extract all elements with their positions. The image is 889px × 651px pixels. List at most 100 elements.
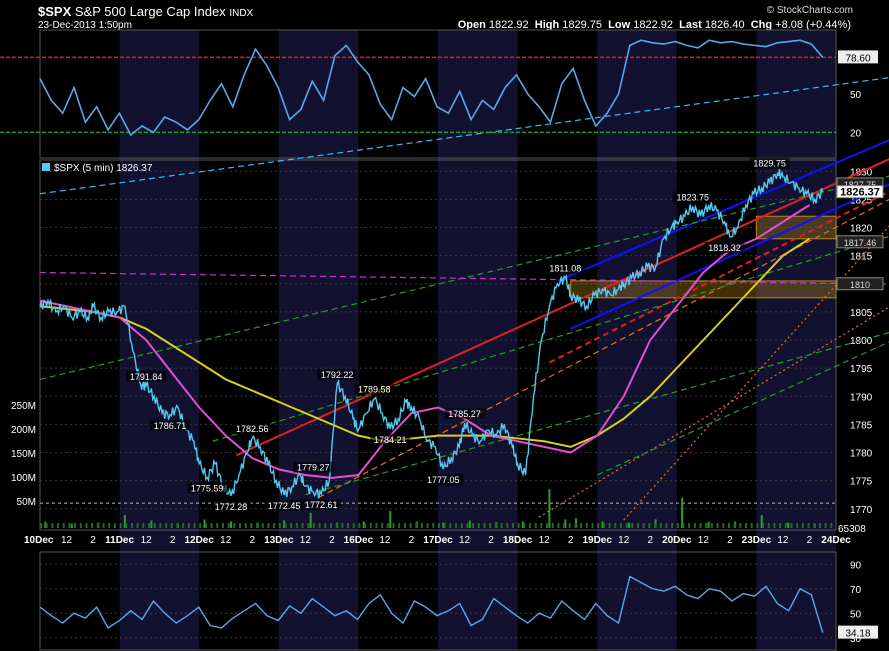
- volume-bar: [472, 523, 475, 528]
- right-price-label: 1827.75: [844, 180, 877, 190]
- volume-bar: [57, 523, 60, 528]
- x-tick-label: 12: [777, 535, 789, 546]
- volume-bar: [506, 523, 509, 528]
- volume-bar: [142, 523, 145, 528]
- ma-fast-line: [39, 204, 811, 479]
- x-tick-label: 12: [698, 535, 710, 546]
- x-tick-label: 12: [61, 535, 73, 546]
- volume-bar: [681, 497, 684, 528]
- volume-bar: [625, 523, 628, 528]
- volume-bar: [403, 523, 406, 528]
- volume-bar: [648, 523, 651, 528]
- volume-bar: [210, 523, 213, 528]
- price-point-label: 1785.27: [448, 409, 481, 419]
- datetime: 23-Dec-2013 1:50pm: [38, 20, 132, 31]
- volume-bar: [102, 523, 105, 528]
- volume-bar: [62, 523, 65, 528]
- volume-bar: [203, 519, 206, 528]
- x-tick-label: 10Dec: [24, 535, 54, 546]
- volume-tick-label: 50M: [17, 497, 36, 508]
- volume-bar: [756, 523, 759, 528]
- index-name: S&P 500 Large Cap Index: [74, 4, 226, 19]
- volume-last-label: 65308: [838, 524, 866, 535]
- volume-bar: [369, 523, 372, 528]
- x-tick-label: 12: [141, 535, 153, 546]
- price-point-label: 1784.21: [374, 435, 407, 445]
- volume-bar: [420, 523, 423, 528]
- volume-bar: [278, 523, 281, 528]
- price-tick-label: 1815: [850, 252, 873, 263]
- price-label-box: [126, 370, 167, 382]
- volume-bar: [113, 523, 116, 528]
- volume-bar: [682, 523, 685, 528]
- volume-bar: [442, 522, 445, 528]
- x-tick-label: 2: [329, 535, 335, 546]
- volume-bar: [455, 523, 458, 528]
- volume-bar: [159, 523, 162, 528]
- x-tick-label: 11Dec: [105, 535, 134, 546]
- volume-bar: [150, 520, 153, 528]
- volume-bar: [477, 523, 480, 528]
- volume-bar: [727, 523, 730, 528]
- price-label-box: [704, 241, 745, 253]
- x-tick-label: 24Dec: [821, 535, 851, 546]
- volume-bar: [335, 523, 338, 528]
- volume-bar: [193, 523, 196, 528]
- price-label-box: [545, 262, 586, 274]
- volume-bar: [796, 523, 799, 528]
- x-tick-label: 12: [300, 535, 312, 546]
- volume-bar: [568, 523, 571, 528]
- price-point-label: 1818.32: [708, 243, 741, 253]
- volume-bar: [136, 523, 139, 528]
- lower-indicator-line: [39, 575, 824, 633]
- volume-bar: [784, 523, 787, 528]
- volume-bar: [239, 523, 241, 528]
- legend-swatch: [42, 163, 50, 171]
- volume-bar: [637, 523, 639, 528]
- price-tick-label: 1825: [850, 195, 873, 206]
- open-value: 1822.92: [488, 19, 529, 31]
- x-tick-label: 2: [647, 535, 653, 546]
- x-tick-label: 20Dec: [662, 535, 692, 546]
- volume-bar: [290, 523, 293, 528]
- volume-bar: [295, 523, 298, 528]
- x-tick-label: 19Dec: [582, 535, 612, 546]
- price-label-box: [293, 461, 334, 473]
- lower-tick-label: 50: [850, 609, 862, 620]
- volume-bar: [665, 523, 668, 528]
- x-tick-label: 12: [220, 535, 232, 546]
- price-label-box: [317, 368, 358, 380]
- right-price-box: [836, 235, 884, 249]
- volume-bar: [813, 523, 816, 528]
- right-price-box: [836, 277, 884, 291]
- volume-bar: [182, 523, 185, 528]
- volume-bar: [750, 523, 753, 528]
- quote-bar: Open 1822.92 High 1829.75 Low 1822.92 La…: [458, 19, 851, 31]
- volume-bar: [273, 523, 276, 528]
- lower-last-box: [838, 625, 878, 639]
- volume-bar: [449, 523, 452, 528]
- volume-bar: [165, 523, 168, 528]
- lower-last-label: 34.18: [845, 629, 870, 640]
- volume-bar: [466, 523, 469, 528]
- x-tick-label: 13Dec: [264, 535, 294, 546]
- volume-bar: [256, 523, 259, 528]
- volume-bar: [187, 523, 190, 528]
- volume-bar: [534, 523, 537, 528]
- chg-label: Chg: [750, 19, 773, 31]
- volume-bar: [585, 523, 588, 528]
- trendline: [39, 271, 889, 285]
- volume-bar: [760, 515, 763, 528]
- volume-bar: [551, 523, 554, 528]
- volume-bar: [494, 523, 497, 528]
- volume-bar: [807, 523, 810, 528]
- price-point-label: 1782.56: [236, 424, 269, 434]
- volume-bar: [523, 523, 526, 528]
- exchange: INDX: [229, 8, 254, 19]
- volume-bar: [221, 523, 224, 528]
- x-tick-label: 2: [807, 535, 813, 546]
- volume-bar: [745, 523, 748, 528]
- upper-panel-frame: [39, 29, 837, 159]
- volume-bar: [511, 523, 514, 528]
